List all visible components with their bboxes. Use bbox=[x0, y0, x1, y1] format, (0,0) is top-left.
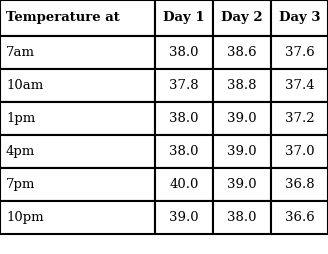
Bar bbox=[0, 0, 155, 36]
Text: 39.0: 39.0 bbox=[227, 178, 257, 191]
Bar bbox=[271, 168, 328, 201]
Text: Day 2: Day 2 bbox=[221, 11, 263, 24]
Text: 38.0: 38.0 bbox=[169, 46, 199, 59]
Text: 39.0: 39.0 bbox=[227, 145, 257, 158]
Bar bbox=[213, 168, 271, 201]
Bar bbox=[155, 0, 213, 36]
Bar bbox=[271, 201, 328, 234]
Text: 37.2: 37.2 bbox=[285, 112, 314, 125]
Text: 4pm: 4pm bbox=[6, 145, 35, 158]
Bar bbox=[213, 36, 271, 69]
Text: 37.0: 37.0 bbox=[285, 145, 314, 158]
Bar bbox=[213, 0, 271, 36]
Text: 10pm: 10pm bbox=[6, 211, 44, 224]
Text: 7pm: 7pm bbox=[6, 178, 35, 191]
Bar bbox=[0, 135, 155, 168]
Bar bbox=[213, 102, 271, 135]
Bar bbox=[271, 36, 328, 69]
Bar bbox=[213, 69, 271, 102]
Bar bbox=[0, 36, 155, 69]
Bar bbox=[271, 102, 328, 135]
Bar bbox=[155, 36, 213, 69]
Bar bbox=[0, 69, 155, 102]
Text: 36.6: 36.6 bbox=[285, 211, 314, 224]
Bar bbox=[0, 201, 155, 234]
Text: 37.6: 37.6 bbox=[285, 46, 314, 59]
Bar bbox=[155, 135, 213, 168]
Text: 10am: 10am bbox=[6, 79, 43, 92]
Bar bbox=[155, 102, 213, 135]
Text: 37.8: 37.8 bbox=[169, 79, 199, 92]
Text: Temperature at: Temperature at bbox=[6, 11, 120, 24]
Text: 38.8: 38.8 bbox=[227, 79, 257, 92]
Text: 39.0: 39.0 bbox=[169, 211, 199, 224]
Text: 1pm: 1pm bbox=[6, 112, 35, 125]
Text: 38.0: 38.0 bbox=[227, 211, 257, 224]
Bar bbox=[155, 69, 213, 102]
Bar bbox=[271, 135, 328, 168]
Bar bbox=[271, 0, 328, 36]
Bar bbox=[0, 168, 155, 201]
Text: 37.4: 37.4 bbox=[285, 79, 314, 92]
Text: Day 1: Day 1 bbox=[163, 11, 205, 24]
Bar bbox=[155, 201, 213, 234]
Text: 39.0: 39.0 bbox=[227, 112, 257, 125]
Text: Day 3: Day 3 bbox=[279, 11, 320, 24]
Bar bbox=[213, 201, 271, 234]
Text: 36.8: 36.8 bbox=[285, 178, 314, 191]
Text: 40.0: 40.0 bbox=[169, 178, 199, 191]
Text: 7am: 7am bbox=[6, 46, 35, 59]
Text: 38.0: 38.0 bbox=[169, 112, 199, 125]
Bar bbox=[271, 69, 328, 102]
Text: 38.6: 38.6 bbox=[227, 46, 257, 59]
Bar bbox=[213, 135, 271, 168]
Bar bbox=[155, 168, 213, 201]
Bar bbox=[0, 102, 155, 135]
Text: 38.0: 38.0 bbox=[169, 145, 199, 158]
